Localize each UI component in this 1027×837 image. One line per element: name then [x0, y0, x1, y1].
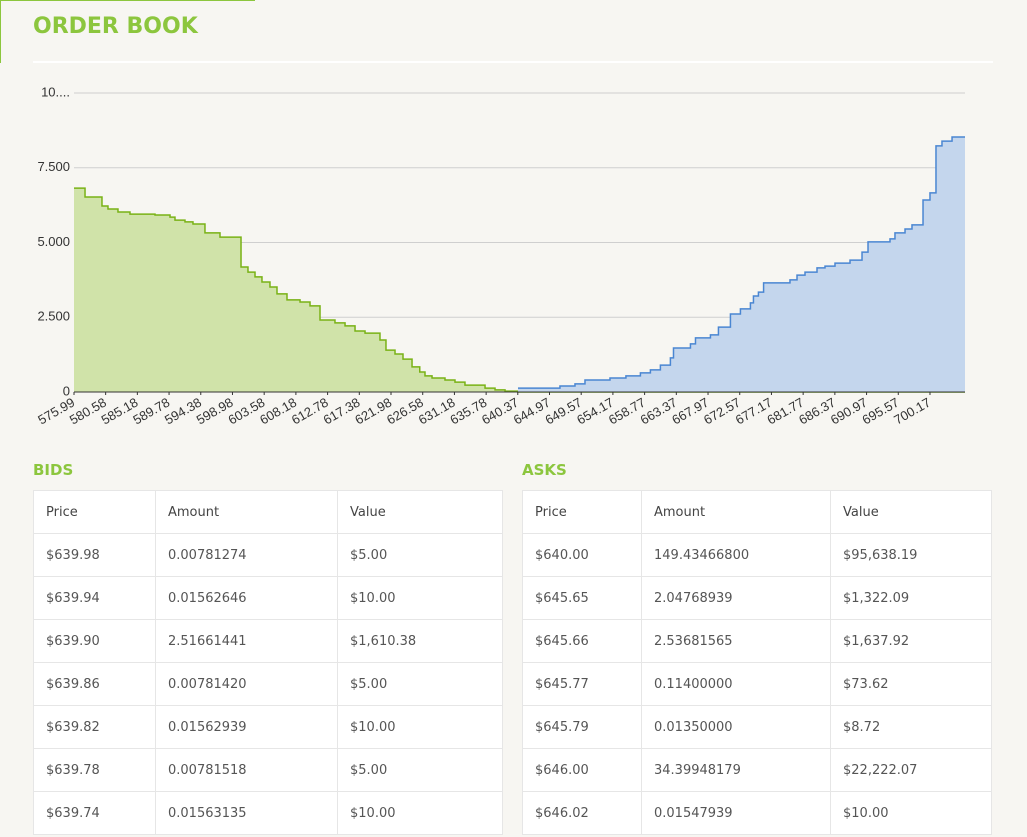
cell: 0.11400000: [641, 662, 831, 706]
cell: $73.62: [830, 662, 992, 706]
column-header: Price: [522, 490, 642, 534]
cell: $645.66: [522, 619, 642, 663]
order-row: $645.77 0.11400000 $73.62: [522, 662, 992, 706]
cell: 0.01563135: [155, 791, 338, 835]
cell: $10.00: [337, 791, 503, 835]
cell: $10.00: [830, 791, 992, 835]
cell: $639.74: [33, 791, 156, 835]
header-accent: [0, 0, 1, 63]
cell: 0.01350000: [641, 705, 831, 749]
asks-panel: ASKS Price Amount Value $640.00 149.43466800 $…: [522, 460, 992, 835]
cell: $1,610.38: [337, 619, 503, 663]
y-tick-label: 10....: [41, 84, 70, 99]
depth-chart: 02.5005.0007.50010....575.99580.58585.18…: [35, 84, 965, 428]
depth-area: [74, 188, 965, 392]
cell: $646.02: [522, 791, 642, 835]
header-row: Price Amount Value: [33, 490, 503, 534]
order-row: $645.65 2.04768939 $1,322.09: [522, 576, 992, 620]
order-table: Price Amount Value $640.00 149.43466800 $95,6…: [522, 490, 992, 835]
order-row: $639.78 0.00781518 $5.00: [33, 748, 503, 792]
cell: 0.01547939: [641, 791, 831, 835]
order-row: $639.98 0.00781274 $5.00: [33, 533, 503, 577]
cell: 2.53681565: [641, 619, 831, 663]
cell: $639.98: [33, 533, 156, 577]
cell: $640.00: [522, 533, 642, 577]
depth-line: [74, 187, 965, 393]
order-row: $639.94 0.01562646 $10.00: [33, 576, 503, 620]
cell: $1,637.92: [830, 619, 992, 663]
cell: $639.86: [33, 662, 156, 706]
header-row: Price Amount Value: [522, 490, 992, 534]
cell: $639.90: [33, 619, 156, 663]
order-row: $646.02 0.01547939 $10.00: [522, 791, 992, 835]
order-row: $639.74 0.01563135 $10.00: [33, 791, 503, 835]
column-header: Value: [830, 490, 992, 534]
cell: 149.43466800: [641, 533, 831, 577]
cell: $5.00: [337, 748, 503, 792]
cell: $645.79: [522, 705, 642, 749]
cell: $10.00: [337, 705, 503, 749]
cell: $5.00: [337, 533, 503, 577]
cell: $1,322.09: [830, 576, 992, 620]
order-row: $640.00 149.43466800 $95,638.19: [522, 533, 992, 577]
cell: 0.00781274: [155, 533, 338, 577]
table-title: ASKS: [522, 461, 567, 479]
cell: $95,638.19: [830, 533, 992, 577]
order-row: $639.90 2.51661441 $1,610.38: [33, 619, 503, 663]
cell: $646.00: [522, 748, 642, 792]
cell: 2.04768939: [641, 576, 831, 620]
depth-line: [517, 136, 965, 389]
cell: $10.00: [337, 576, 503, 620]
column-header: Value: [337, 490, 503, 534]
y-tick-label: 5.000: [37, 234, 70, 249]
x-tick-label: 700.17: [891, 395, 933, 428]
cell: 0.00781420: [155, 662, 338, 706]
order-row: $639.82 0.01562939 $10.00: [33, 705, 503, 749]
y-tick-label: 2.500: [37, 309, 70, 324]
order-row: $646.00 34.39948179 $22,222.07: [522, 748, 992, 792]
cell: $639.78: [33, 748, 156, 792]
bids-panel: BIDS Price Amount Value $639.98 0.00781274 $5.…: [33, 460, 503, 835]
cell: $8.72: [830, 705, 992, 749]
y-tick-label: 0: [63, 383, 70, 398]
order-row: $639.86 0.00781420 $5.00: [33, 662, 503, 706]
cell: $5.00: [337, 662, 503, 706]
cell: $639.94: [33, 576, 156, 620]
column-header: Amount: [641, 490, 831, 534]
page-title: ORDER BOOK: [33, 14, 198, 39]
separator: [33, 61, 993, 63]
cell: 0.00781518: [155, 748, 338, 792]
column-header: Price: [33, 490, 156, 534]
column-header: Amount: [155, 490, 338, 534]
cell: 0.01562939: [155, 705, 338, 749]
table-title: BIDS: [33, 461, 74, 479]
cell: $645.65: [522, 576, 642, 620]
cell: 0.01562646: [155, 576, 338, 620]
header-accent: [0, 0, 255, 1]
order-row: $645.66 2.53681565 $1,637.92: [522, 619, 992, 663]
order-row: $645.79 0.01350000 $8.72: [522, 705, 992, 749]
depth-area: [517, 136, 965, 392]
cell: $645.77: [522, 662, 642, 706]
cell: $22,222.07: [830, 748, 992, 792]
order-table: Price Amount Value $639.98 0.00781274 $5.00 $6…: [33, 490, 503, 835]
cell: 34.39948179: [641, 748, 831, 792]
cell: 2.51661441: [155, 619, 338, 663]
cell: $639.82: [33, 705, 156, 749]
y-tick-label: 7.500: [37, 159, 70, 174]
